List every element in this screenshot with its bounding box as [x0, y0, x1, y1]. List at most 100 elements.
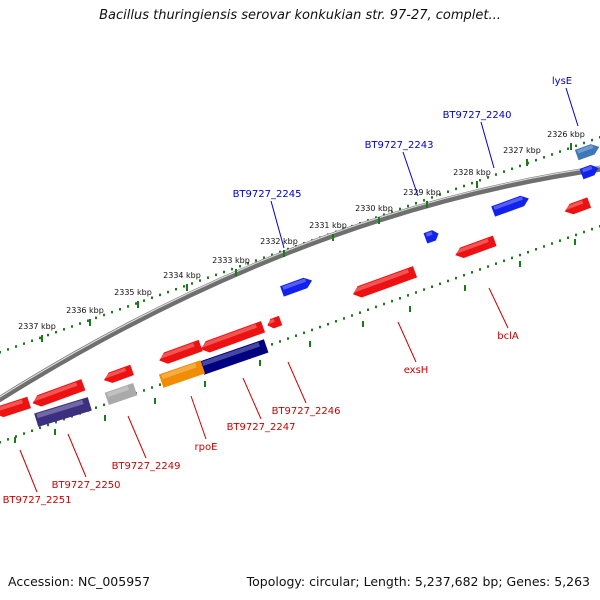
inner-track-dot — [367, 308, 369, 312]
gene-BT9727_2250[interactable] — [34, 397, 92, 427]
gene-rpoE[interactable] — [158, 360, 206, 388]
gene-label-reverse[interactable]: bclA — [497, 331, 519, 342]
outer-track-dot — [87, 319, 89, 322]
inner-track-tick — [519, 261, 521, 267]
outer-track-dot — [31, 339, 33, 343]
inner-track-dot — [383, 302, 385, 306]
outer-track-dot — [431, 196, 433, 199]
gene-BT9727_2249-red[interactable] — [102, 364, 134, 386]
outer-track-dot — [215, 273, 217, 277]
gene-rpoE-red[interactable] — [157, 339, 203, 366]
gene-BT9727_2247[interactable] — [199, 321, 266, 355]
leader-line — [287, 361, 307, 404]
inner-track-dot — [311, 328, 313, 332]
leader-line — [488, 287, 509, 329]
outer-track-dot — [511, 167, 513, 171]
gene-BT9727_2245[interactable] — [280, 275, 314, 297]
kbp-tick-label: 2328 kbp — [453, 168, 491, 177]
outer-track-dot — [0, 351, 1, 354]
gene-BT9727_2246[interactable] — [266, 315, 283, 330]
inner-track-dot — [303, 331, 305, 335]
inner-track-dot — [31, 429, 33, 432]
kbp-tick-label: 2333 kbp — [212, 256, 250, 265]
outer-track-dot — [55, 330, 57, 334]
gene-BT9727_2251[interactable] — [0, 396, 31, 420]
outer-track-dot — [175, 287, 177, 291]
gene-label-reverse[interactable]: BT9727_2250 — [52, 480, 121, 491]
outer-track-dot — [135, 302, 137, 305]
gene-label-reverse[interactable]: exsH — [404, 365, 429, 376]
inner-track-dot — [23, 432, 25, 435]
gene-label-reverse[interactable]: BT9727_2251 — [3, 495, 72, 506]
outer-track-dot — [551, 153, 553, 156]
outer-track-dot — [231, 267, 233, 271]
gene-BT9727_2247-block[interactable] — [199, 339, 269, 375]
kbp-tick — [137, 301, 139, 308]
outer-track-dot — [191, 282, 193, 285]
outer-track-dot — [543, 156, 545, 159]
inner-track-dot — [431, 285, 433, 288]
inner-track-dot — [295, 334, 297, 337]
gene-label-reverse[interactable]: BT9727_2247 — [227, 422, 296, 433]
inner-track-dot — [551, 242, 553, 245]
outer-track-dot — [407, 204, 409, 208]
inner-track-dot — [391, 299, 393, 303]
gene-BT9727_2240[interactable] — [491, 193, 530, 217]
inner-track-dot — [479, 268, 481, 271]
gene-label-forward[interactable]: BT9727_2245 — [233, 189, 302, 200]
gene-label-reverse[interactable]: rpoE — [195, 442, 218, 453]
gene-label-forward[interactable]: BT9727_2240 — [443, 110, 512, 121]
inner-track-tick — [464, 285, 466, 291]
inner-track-tick — [409, 306, 411, 312]
gene-BT9727_2250-red[interactable] — [31, 379, 86, 409]
inner-track-dot — [543, 245, 545, 248]
leader-line — [190, 395, 207, 440]
kbp-tick — [235, 269, 237, 276]
outer-track-dot — [255, 259, 257, 262]
inner-track-dot — [63, 417, 65, 421]
outer-track-dot — [207, 276, 209, 279]
inner-track-dot — [407, 294, 409, 297]
gene-label-forward[interactable]: BT9727_2243 — [365, 140, 434, 151]
gene-label-forward[interactable]: lysE — [552, 76, 572, 87]
inner-track-dot — [559, 239, 561, 242]
inner-track-dot — [399, 297, 401, 300]
inner-track-tick — [104, 415, 106, 421]
inner-track-dot — [423, 288, 425, 291]
outer-track-dot — [95, 316, 97, 320]
inner-track-dot — [447, 279, 449, 283]
inner-track-dot — [455, 276, 457, 280]
topology-text: Topology: circular; Length: 5,237,682 bp… — [246, 574, 590, 589]
gene-exsH[interactable] — [351, 266, 418, 300]
genome-backbone — [0, 165, 600, 403]
inner-track-dot — [471, 271, 473, 274]
kbp-tick-label: 2327 kbp — [503, 146, 541, 155]
outer-track-dot — [455, 187, 457, 191]
inner-track-dot — [575, 233, 577, 237]
gene-label-reverse[interactable]: BT9727_2246 — [272, 406, 341, 417]
inner-track-dot — [463, 273, 465, 277]
accession-text: Accession: NC_005957 — [8, 574, 151, 589]
gene-BT9727_2243[interactable] — [423, 228, 441, 244]
outer-track-dot — [159, 293, 161, 297]
outer-track-dot — [503, 170, 505, 173]
outer-track-dot — [279, 250, 281, 254]
inner-track-dot — [327, 322, 329, 326]
gene-bclA[interactable] — [453, 235, 497, 261]
kbp-tick — [378, 217, 380, 224]
gene-label-reverse[interactable]: BT9727_2249 — [112, 461, 181, 472]
gene-lysE[interactable] — [574, 142, 600, 161]
gene-blue-edge[interactable] — [579, 163, 600, 180]
gene-red-edge[interactable] — [563, 197, 592, 216]
outer-track-dot — [383, 213, 385, 216]
inner-track-dot — [47, 423, 49, 427]
outer-track-dot — [7, 348, 9, 351]
map-title: Bacillus thuringiensis serovar konkukian… — [99, 8, 501, 23]
kbp-tick — [526, 159, 528, 166]
outer-track-dot — [415, 201, 417, 205]
inner-track-tick — [204, 381, 206, 387]
outer-track-dot — [575, 144, 577, 148]
gene-BT9727_2249[interactable] — [104, 382, 138, 406]
outer-track-dot — [79, 322, 81, 325]
outer-track-dot — [567, 147, 569, 150]
